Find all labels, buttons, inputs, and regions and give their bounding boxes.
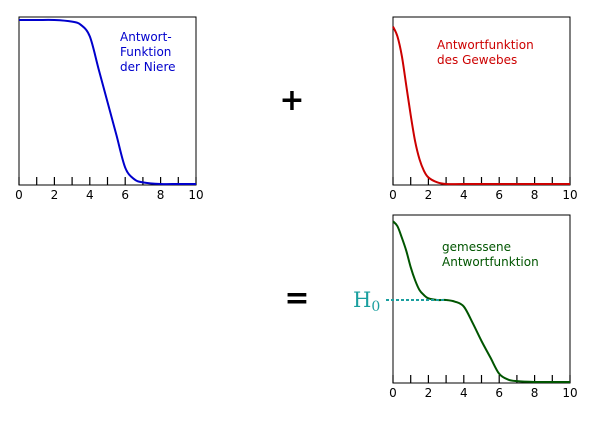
- plus-operator: +: [279, 83, 304, 118]
- chart-label-line: Funktion: [120, 45, 171, 59]
- x-tick-label: 6: [121, 188, 129, 202]
- h0-label-main: H: [353, 288, 371, 312]
- x-tick-label: 10: [188, 188, 203, 202]
- x-tick-label: 2: [425, 386, 433, 400]
- equals-operator: =: [284, 281, 309, 316]
- x-tick-label: 0: [15, 188, 23, 202]
- chart-label: Antwort-Funktion der Niere: [120, 30, 176, 74]
- x-tick-label: 2: [51, 188, 59, 202]
- chart-label-line: der Niere: [120, 60, 176, 74]
- x-tick-label: 0: [389, 386, 397, 400]
- chart-2: 0 2 4 6 8 10 Antwortfunktion des Gewebes: [389, 16, 578, 202]
- x-tick-label: 4: [460, 386, 468, 400]
- chart-3: 0 2 4 6 8 10 gemessene Antwortfunktion: [389, 214, 578, 400]
- x-tick-label: 2: [425, 188, 433, 202]
- x-tick-label: 8: [157, 188, 165, 202]
- chart-1: 0 2 4 6 8 10 Antwort-Funktion der Niere: [15, 16, 204, 202]
- series-line: [18, 18, 196, 186]
- h0-label: H0: [353, 288, 380, 315]
- x-tick-label: 6: [495, 188, 503, 202]
- charts-group: 0 2 4 6 8 10 Antwort-Funktion der Niere 0 2 4 6 8 10 A…: [15, 16, 578, 400]
- chart-label-line: Antwortfunktion: [442, 255, 539, 269]
- x-tick-label: 10: [562, 386, 577, 400]
- x-tick-label: 0: [389, 188, 397, 202]
- chart-label-line: Antwort-: [120, 30, 172, 44]
- x-tick-label: 4: [460, 188, 468, 202]
- chart-label: gemessene Antwortfunktion: [442, 240, 539, 269]
- x-tick-label: 8: [531, 188, 539, 202]
- h0-label-sub: 0: [371, 299, 380, 315]
- chart-label: Antwortfunktion des Gewebes: [437, 38, 534, 67]
- series-line: [392, 26, 570, 186]
- chart-label-line: Antwortfunktion: [437, 38, 534, 52]
- x-tick-label: 4: [86, 188, 94, 202]
- chart-label-line: gemessene: [442, 240, 511, 254]
- series-line: [392, 220, 570, 384]
- x-tick-label: 6: [495, 386, 503, 400]
- x-tick-label: 8: [531, 386, 539, 400]
- x-tick-label: 10: [562, 188, 577, 202]
- chart-label-line: des Gewebes: [437, 53, 517, 67]
